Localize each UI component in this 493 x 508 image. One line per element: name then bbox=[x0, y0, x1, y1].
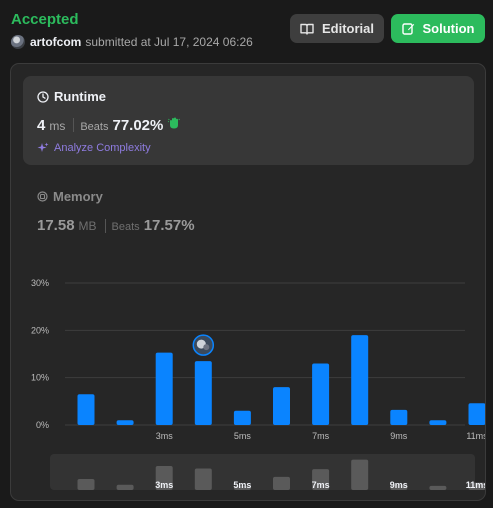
memory-title[interactable]: Memory bbox=[37, 189, 103, 204]
editorial-label: Editorial bbox=[321, 21, 374, 36]
runtime-value: 4 bbox=[37, 117, 46, 134]
divider bbox=[104, 218, 106, 233]
runtime-distribution-chart[interactable]: 30% 20% 10% 0% 3ms 5ms 7ms 9ms 11ms 3ms 5ms 7ms 9ms 1… bbox=[11, 64, 486, 501]
chart-bar[interactable] bbox=[116, 420, 134, 425]
memory-value: 17.58 bbox=[37, 217, 75, 234]
navigator-bar bbox=[116, 484, 134, 490]
navigator-bar bbox=[390, 484, 408, 490]
x-tick-label: 9ms bbox=[390, 431, 408, 441]
chart-bar[interactable] bbox=[194, 361, 212, 425]
chart-bar[interactable] bbox=[390, 409, 408, 425]
navigator-bar bbox=[468, 482, 485, 490]
navigator-bar bbox=[155, 465, 173, 490]
y-tick-label: 0% bbox=[36, 420, 49, 430]
navigator-tick-label: 11ms bbox=[466, 480, 486, 490]
navigator-tick-label: 3ms bbox=[155, 480, 173, 490]
navigator-tick-label: 9ms bbox=[390, 480, 408, 490]
navigator-bar bbox=[273, 476, 290, 490]
navigator-bar bbox=[77, 479, 95, 490]
chart-bar[interactable] bbox=[312, 363, 330, 425]
runtime-beats-label: Beats bbox=[80, 121, 109, 133]
memory-metrics: 17.58 MB Beats 17.57% bbox=[37, 217, 195, 234]
chart-bar[interactable] bbox=[77, 394, 95, 425]
editorial-button[interactable]: Editorial bbox=[290, 14, 384, 43]
clap-icon bbox=[167, 116, 181, 133]
book-icon bbox=[300, 23, 314, 35]
chart-bar[interactable] bbox=[233, 410, 251, 425]
avatar-figure bbox=[203, 344, 210, 351]
memory-beats-label: Beats bbox=[111, 221, 140, 233]
chart-bar[interactable] bbox=[155, 352, 173, 425]
sparkle-icon bbox=[37, 142, 49, 152]
runtime-unit: ms bbox=[49, 119, 66, 133]
memory-unit: MB bbox=[78, 219, 97, 233]
solution-button[interactable]: Solution bbox=[391, 14, 485, 43]
runtime-card[interactable]: Runtime 4 ms Beats 77.02% Analyze Comple… bbox=[23, 76, 474, 165]
x-tick-label: 7ms bbox=[312, 431, 330, 441]
x-tick-label: 11ms bbox=[466, 431, 486, 441]
solution-label: Solution bbox=[422, 21, 475, 36]
edit-icon bbox=[401, 23, 414, 35]
submission-meta: artofcom submitted at Jul 17, 2024 06:26 bbox=[11, 34, 253, 50]
y-tick-label: 20% bbox=[31, 325, 49, 335]
memory-beats-value: 17.57% bbox=[143, 217, 195, 234]
memory-chip-icon bbox=[37, 191, 48, 202]
runtime-beats-value: 77.02% bbox=[112, 117, 164, 134]
y-tick-label: 30% bbox=[31, 278, 49, 288]
navigator-bar bbox=[312, 469, 330, 490]
username-link[interactable]: artofcom bbox=[30, 35, 82, 49]
analyze-complexity-link[interactable]: Analyze Complexity bbox=[37, 142, 151, 154]
navigator-bar bbox=[429, 485, 447, 490]
submission-status: Accepted bbox=[11, 11, 79, 28]
navigator-tick-label: 5ms bbox=[233, 480, 251, 490]
x-tick-label: 5ms bbox=[234, 431, 252, 441]
submission-header: Accepted artofcom submitted at Jul 17, 2… bbox=[0, 0, 493, 58]
clock-icon bbox=[37, 90, 49, 103]
navigator-tick-label: 7ms bbox=[312, 480, 330, 490]
submitted-time: submitted at Jul 17, 2024 06:26 bbox=[85, 35, 253, 49]
navigator-bar bbox=[233, 485, 251, 490]
y-tick-label: 10% bbox=[31, 373, 49, 383]
divider bbox=[73, 118, 75, 132]
navigator-bar bbox=[194, 468, 212, 490]
results-panel: Runtime 4 ms Beats 77.02% Analyze Comple… bbox=[10, 63, 486, 501]
x-tick-label: 3ms bbox=[156, 431, 174, 441]
avatar[interactable] bbox=[11, 35, 25, 49]
runtime-metrics: 4 ms Beats 77.02% bbox=[37, 116, 181, 134]
chart-bar[interactable] bbox=[429, 420, 447, 425]
chart-bar[interactable] bbox=[351, 335, 369, 425]
chart-bar[interactable] bbox=[468, 403, 486, 425]
navigator-bar bbox=[351, 459, 369, 490]
runtime-title: Runtime bbox=[37, 89, 106, 104]
chart-navigator[interactable] bbox=[50, 454, 475, 490]
chart-bar[interactable] bbox=[273, 387, 290, 425]
